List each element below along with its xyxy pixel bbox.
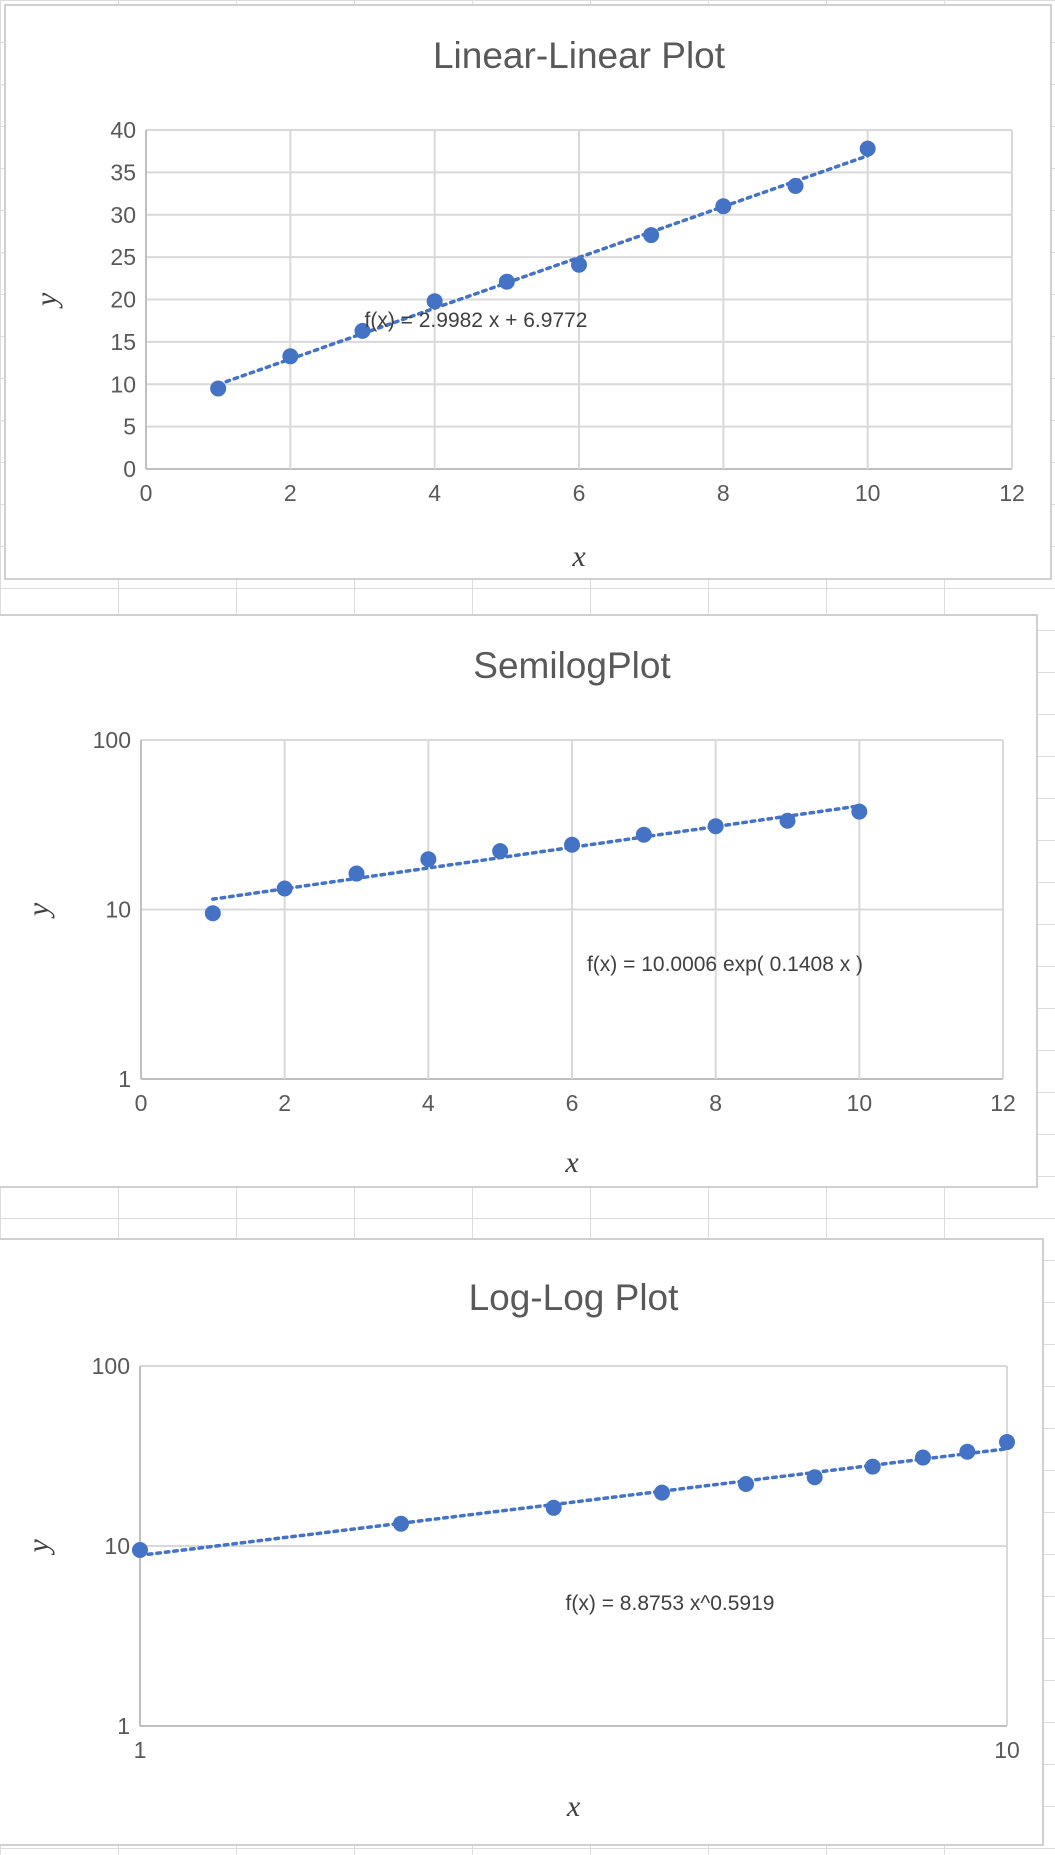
y-tick-label: 25: [110, 244, 136, 270]
y-tick-label: 10: [110, 371, 136, 397]
y-tick-label: 10: [105, 897, 131, 923]
y-axis-label: y: [22, 1539, 55, 1556]
x-tick-label: 2: [284, 480, 297, 506]
data-point: [959, 1443, 976, 1460]
y-tick-label: 1: [117, 1713, 130, 1739]
x-tick-label: 0: [140, 480, 153, 506]
y-tick-label: 100: [92, 1353, 130, 1379]
data-point: [859, 140, 876, 157]
trendline: [211, 804, 862, 901]
linear-linear-plot-svg: Linear-Linear Plot 0 5 10 15 20 25 30 35 40 0 2 4 6 8 1…: [30, 35, 1025, 573]
data-point: [738, 1476, 755, 1493]
x-tick-label: 1: [134, 1737, 147, 1763]
data-point: [851, 803, 868, 820]
data-point: [392, 1515, 409, 1532]
data-point: [132, 1542, 148, 1559]
chart-title: Log-Log Plot: [469, 1277, 680, 1318]
y-tick-label: 15: [110, 329, 136, 355]
data-point: [779, 812, 796, 829]
data-point: [282, 348, 299, 365]
data-point: [545, 1499, 562, 1516]
y-tick-label: 0: [123, 456, 136, 482]
data-point: [210, 380, 227, 397]
data-point: [276, 880, 293, 897]
x-tick-label: 6: [573, 480, 586, 506]
y-tick-label: 10: [104, 1533, 130, 1559]
data-point: [806, 1469, 823, 1486]
log-log-chart[interactable]: Log-Log Plot 1 10 100 1 10 f(x) = 8.8753 x^0.5…: [0, 1238, 1044, 1846]
chart-title: SemilogPlot: [473, 645, 671, 686]
data-point: [999, 1434, 1015, 1451]
trendline-equation: f(x) = 2.9982 x + 6.9772: [365, 309, 588, 332]
y-tick-label: 1: [118, 1066, 131, 1092]
trendline-equation: f(x) = 10.0006 exp( 0.1408 x ): [587, 953, 863, 976]
data-point: [564, 836, 580, 853]
x-tick-label: 4: [428, 480, 441, 506]
data-point: [787, 177, 804, 194]
trendline-equation: f(x) = 8.8753 x^0.5919: [566, 1592, 775, 1615]
x-tick-label: 12: [999, 480, 1025, 506]
y-tick-label: 20: [110, 287, 136, 313]
x-axis-label: x: [571, 540, 586, 573]
data-point: [715, 198, 732, 215]
data-point: [420, 851, 437, 868]
semilog-chart[interactable]: SemilogPlot 1 10 100 0 2 4 6 8 10 12 f(x) = 10.0006…: [0, 614, 1038, 1188]
x-tick-label: 2: [278, 1090, 291, 1116]
y-axis-label: y: [22, 902, 55, 919]
data-point: [204, 905, 221, 922]
data-point: [707, 818, 724, 835]
x-tick-label: 10: [994, 1737, 1020, 1763]
data-point: [348, 865, 365, 882]
x-tick-label: 0: [135, 1090, 148, 1116]
trendline: [138, 1447, 1009, 1558]
data-point: [426, 293, 443, 310]
data-point: [653, 1484, 670, 1501]
data-point: [354, 322, 371, 339]
x-tick-label: 6: [566, 1090, 579, 1116]
y-tick-label: 100: [93, 727, 131, 753]
data-point: [643, 227, 660, 244]
x-tick-label: 12: [990, 1090, 1016, 1116]
data-point: [498, 273, 515, 290]
x-tick-label: 10: [847, 1090, 873, 1116]
x-tick-label: 8: [709, 1090, 722, 1116]
data-point: [864, 1458, 881, 1475]
log-log-plot-svg: Log-Log Plot 1 10 100 1 10 f(x) = 8.8753 x^0.5…: [22, 1277, 1020, 1823]
chart-title: Linear-Linear Plot: [433, 35, 726, 76]
data-point: [492, 843, 509, 860]
y-tick-label: 40: [110, 117, 136, 143]
x-axis-label: x: [564, 1146, 579, 1179]
data-point: [914, 1449, 931, 1466]
y-tick-label: 35: [110, 159, 136, 185]
linear-linear-chart[interactable]: Linear-Linear Plot 0 5 10 15 20 25 30 35 40 0 2 4 6 8 1…: [4, 4, 1052, 580]
semilog-plot-svg: SemilogPlot 1 10 100 0 2 4 6 8 10 12 f(x) = 10.0006…: [22, 645, 1016, 1179]
data-point: [635, 826, 652, 843]
x-tick-label: 4: [422, 1090, 435, 1116]
x-axis-label: x: [566, 1790, 581, 1823]
trendline: [216, 154, 870, 387]
x-tick-label: 10: [855, 480, 881, 506]
data-point: [571, 256, 587, 273]
y-tick-label: 5: [123, 414, 136, 440]
x-tick-label: 8: [717, 480, 730, 506]
y-tick-label: 30: [110, 202, 136, 228]
y-axis-label: y: [30, 292, 63, 309]
